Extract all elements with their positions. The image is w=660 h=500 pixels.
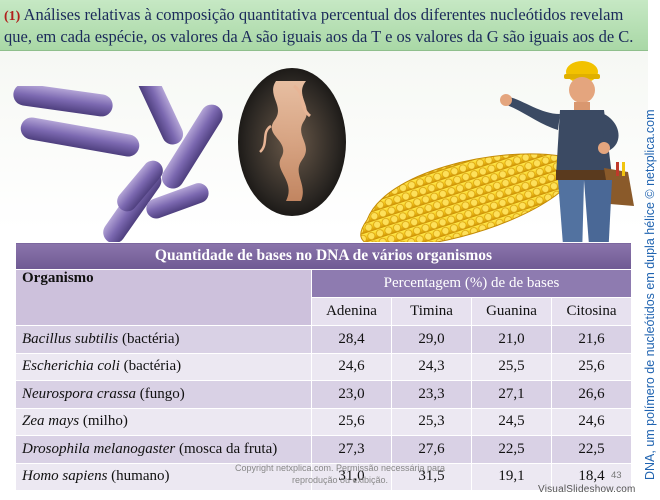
value-cell: 23,3	[391, 380, 472, 409]
value-cell: 25,6	[551, 352, 632, 381]
value-cell: 24,5	[471, 407, 552, 436]
scientific-name: Drosophila melanogaster	[22, 440, 176, 457]
organism-cell: Escherichia coli (bactéria)	[15, 352, 312, 381]
value-cell: 29,0	[391, 325, 472, 354]
value-cell: 22,5	[471, 435, 552, 464]
base-header: Adenina	[311, 297, 392, 326]
scientific-name: Zea mays	[22, 413, 80, 430]
value-cell: 19,1	[471, 462, 552, 491]
table-row: Escherichia coli (bactéria) 24,6 24,3 25…	[15, 352, 632, 381]
value-cell: 28,4	[311, 325, 392, 354]
table-header-row: Organismo Percentagem (%) de de bases	[15, 269, 632, 326]
base-header: Citosina	[551, 297, 632, 326]
value-cell: 31,0	[311, 462, 392, 491]
scientific-name: Homo sapiens	[22, 468, 108, 485]
value-cell: 23,0	[311, 380, 392, 409]
organism-cell: Bacillus subtilis (bactéria)	[15, 325, 312, 354]
value-cell: 25,6	[311, 407, 392, 436]
scientific-name: Escherichia coli	[22, 358, 120, 375]
title-bar: (1) Análises relativas à composição quan…	[0, 0, 648, 51]
bacteria-image	[13, 86, 223, 244]
value-cell: 27,6	[391, 435, 472, 464]
value-cell: 21,6	[551, 325, 632, 354]
presenter-image	[500, 61, 634, 265]
base-header: Timina	[391, 297, 472, 326]
table-row: Drosophila melanogaster (mosca da fruta)…	[15, 435, 632, 464]
dna-extract-image	[238, 68, 346, 216]
common-name: (humano)	[107, 468, 170, 485]
value-cell: 18,4	[551, 462, 632, 491]
organism-cell: Homo sapiens (humano)	[15, 462, 312, 491]
value-cell: 27,1	[471, 380, 552, 409]
table-row: Bacillus subtilis (bactéria) 28,4 29,0 2…	[15, 325, 632, 354]
table-caption: Quantidade de bases no DNA de vários org…	[15, 242, 632, 270]
percentage-header: Percentagem (%) de de bases	[311, 269, 632, 298]
value-cell: 21,0	[471, 325, 552, 354]
value-cell: 27,3	[311, 435, 392, 464]
value-cell: 22,5	[551, 435, 632, 464]
organism-header: Organismo	[15, 269, 312, 326]
table-caption-row: Quantidade de bases no DNA de vários org…	[15, 242, 632, 270]
value-cell: 24,6	[551, 407, 632, 436]
side-caption: DNA, um polímero de nucleótidos em dupla…	[643, 109, 657, 480]
value-cell: 26,6	[551, 380, 632, 409]
copyright-notice: Copyright netxplica.com. Permissão neces…	[234, 463, 446, 485]
value-cell: 24,6	[311, 352, 392, 381]
slide-title: (1) Análises relativas à composição quan…	[4, 5, 644, 47]
scientific-name: Bacillus subtilis	[22, 330, 119, 347]
scientific-name: Neurospora crassa	[22, 385, 137, 402]
title-text: Análises relativas à composição quantita…	[4, 5, 634, 46]
title-number: (1)	[4, 9, 21, 24]
page-number: 43	[611, 470, 622, 481]
table-row: Homo sapiens (humano) 31,0 31,5 19,1 18,…	[15, 462, 632, 491]
common-name: (fungo)	[136, 385, 185, 402]
watermark: VisualSlideshow.com	[538, 484, 636, 495]
table-row: Neurospora crassa (fungo) 23,0 23,3 27,1…	[15, 380, 632, 409]
common-name: (mosca da fruta)	[175, 440, 278, 457]
bases-header-row: Adenina Timina Guanina Citosina	[16, 297, 632, 326]
common-name: (milho)	[79, 413, 128, 430]
common-name: (bactéria)	[119, 358, 182, 375]
common-name: (bactéria)	[118, 330, 180, 347]
value-cell: 25,3	[391, 407, 472, 436]
value-cell: 25,5	[471, 352, 552, 381]
organism-cell: Neurospora crassa (fungo)	[15, 380, 312, 409]
value-cell: 24,3	[391, 352, 472, 381]
organism-cell: Zea mays (milho)	[15, 407, 312, 436]
base-header: Guanina	[471, 297, 552, 326]
table-row: Zea mays (milho) 25,6 25,3 24,5 24,6	[15, 407, 632, 436]
bases-table: Quantidade de bases no DNA de vários org…	[15, 242, 632, 491]
organism-cell: Drosophila melanogaster (mosca da fruta)	[15, 435, 312, 464]
